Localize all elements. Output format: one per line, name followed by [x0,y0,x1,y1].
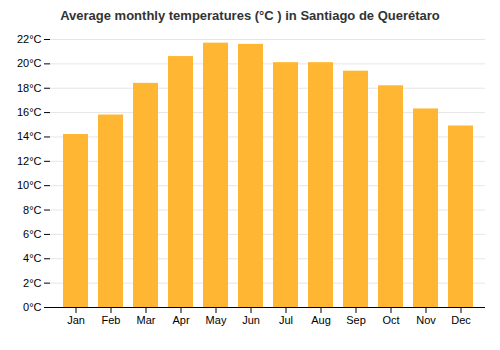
svg-text:Oct: Oct [382,314,399,326]
svg-text:18°C: 18°C [17,82,42,94]
svg-text:6°C: 6°C [23,228,42,240]
svg-text:0°C: 0°C [23,301,42,313]
svg-text:2°C: 2°C [23,277,42,289]
svg-text:May: May [206,314,227,326]
html-text:Average monthly temperatures (: Average monthly temperatures (°C ) in Sa… [60,8,440,23]
svg-text:Apr: Apr [172,314,189,326]
svg-text:8°C: 8°C [23,204,42,216]
svg-text:Feb: Feb [102,314,121,326]
svg-text:Aug: Aug [311,314,331,326]
svg-text:22°C: 22°C [17,33,42,45]
svg-text:Nov: Nov [416,314,436,326]
svg-text:Dec: Dec [451,314,471,326]
svg-text:14°C: 14°C [17,130,42,142]
svg-text:Mar: Mar [137,314,156,326]
svg-text:Jul: Jul [279,314,293,326]
svg-text:20°C: 20°C [17,57,42,69]
svg-text:Jun: Jun [242,314,260,326]
svg-text:16°C: 16°C [17,106,42,118]
svg-text:Sep: Sep [346,314,366,326]
svg-text:4°C: 4°C [23,252,42,264]
svg-text:10°C: 10°C [17,179,42,191]
svg-text:Jan: Jan [67,314,85,326]
svg-text:12°C: 12°C [17,155,42,167]
